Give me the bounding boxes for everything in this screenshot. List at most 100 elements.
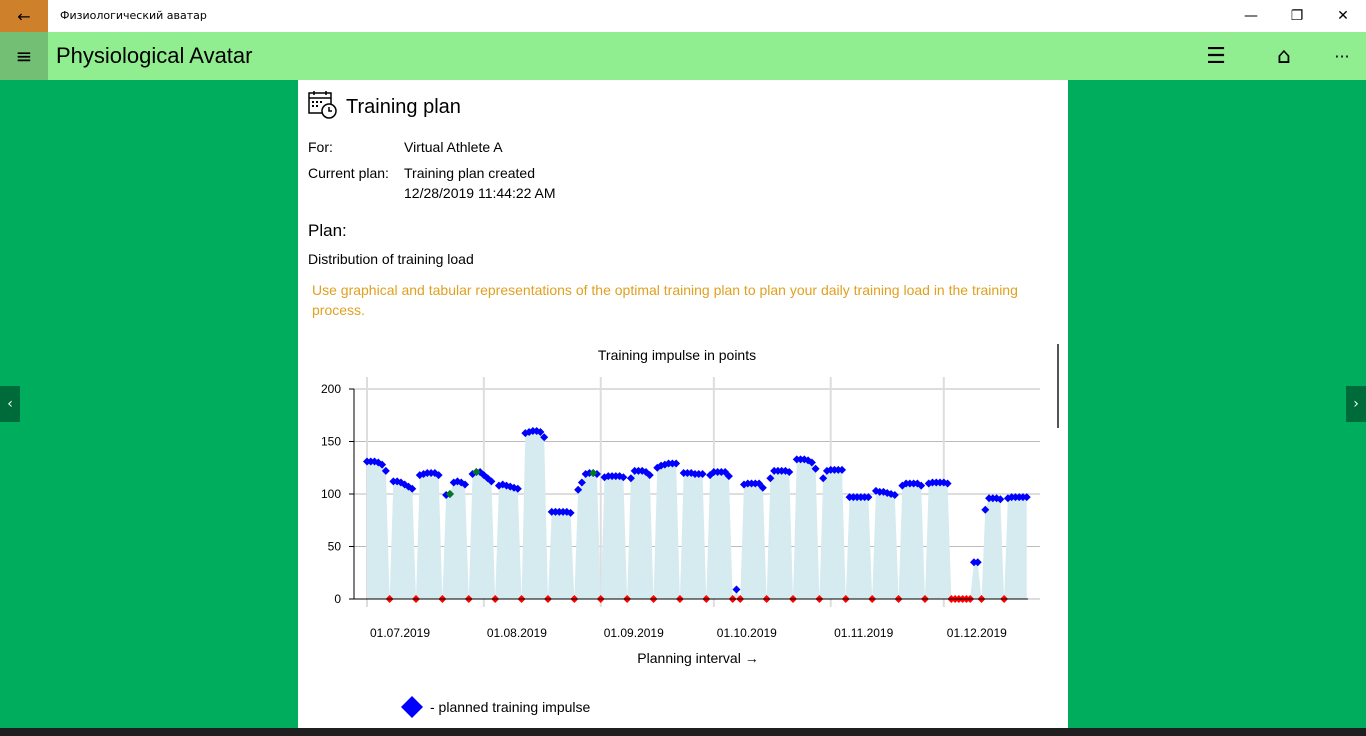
planned-point — [540, 433, 549, 442]
planned-point — [740, 480, 748, 489]
x-tick-label: 01.11.2019 — [834, 626, 893, 640]
restore-button[interactable]: ❐ — [1290, 8, 1304, 24]
planned-point — [996, 495, 1005, 504]
taskbar — [0, 728, 1366, 736]
plan-heading: Plan: — [308, 221, 347, 240]
training-impulse-chart: Training impulse in points 0 50 100 150 200 0… — [321, 347, 1040, 666]
window-title: Физиологический аватар — [60, 9, 207, 22]
x-tick-label: 01.10.2019 — [717, 626, 777, 640]
y-tick-label: 50 — [328, 540, 342, 554]
for-label: For: — [308, 139, 333, 155]
planned-point — [434, 471, 443, 480]
planned-point — [468, 470, 477, 479]
home-icon: ⌂ — [1277, 43, 1291, 69]
planned-point — [378, 460, 387, 469]
current-plan-status: Training plan created — [404, 165, 536, 181]
y-tick-label: 100 — [321, 487, 341, 501]
y-tick-label: 150 — [321, 435, 341, 449]
planned-point — [1022, 493, 1031, 502]
planned-point — [370, 457, 379, 466]
planned-point — [657, 461, 666, 470]
planned-point — [396, 478, 405, 487]
planned-point — [626, 474, 635, 483]
planned-point — [483, 474, 492, 483]
planned-point — [698, 470, 707, 479]
planned-point — [724, 472, 733, 481]
hamburger-menu-button[interactable]: ≡ — [0, 32, 48, 80]
list-button[interactable]: ☰ — [1192, 32, 1240, 80]
current-plan-date: 12/28/2019 11:44:22 AM — [404, 185, 556, 201]
x-tick-label: 01.07.2019 — [370, 626, 430, 640]
planned-point — [811, 464, 820, 473]
planned-point — [381, 466, 390, 475]
planned-point — [566, 508, 575, 517]
actual-point — [472, 467, 481, 476]
planned-point — [574, 485, 583, 494]
page-heading: Training plan — [346, 96, 461, 118]
next-page-button[interactable]: › — [1346, 386, 1366, 422]
planned-point — [506, 482, 515, 491]
calendar-clock-icon — [308, 91, 337, 119]
planned-point — [766, 474, 775, 483]
back-arrow-icon: ← — [17, 6, 31, 26]
y-tick-label: 0 — [334, 592, 341, 606]
distribution-label: Distribution of training load — [308, 251, 474, 267]
planned-point — [510, 483, 519, 492]
y-tick-label: 200 — [321, 382, 341, 396]
planned-point — [943, 479, 952, 488]
more-button[interactable]: ··· — [1318, 32, 1366, 80]
planned-point — [864, 493, 873, 502]
planned-point — [653, 463, 662, 472]
x-tick-label: 01.08.2019 — [487, 626, 547, 640]
planned-point — [494, 481, 503, 490]
planned-point — [487, 477, 496, 486]
actual-point — [445, 490, 454, 498]
close-button[interactable]: ✕ — [1337, 8, 1349, 24]
planned-point — [645, 471, 654, 480]
hint-text: Use graphical and tabular representation… — [312, 282, 1018, 318]
training-plan-panel: Training plan For: Virtual Athlete A Cur… — [298, 80, 1068, 728]
planned-point — [838, 465, 847, 474]
planned-point — [819, 474, 828, 483]
chart-title: Training impulse in points — [598, 347, 756, 363]
more-icon: ··· — [1334, 46, 1350, 66]
planned-point — [807, 458, 816, 467]
planned-point — [785, 467, 794, 476]
window-titlebar: ← Физиологический аватар — ❐ ✕ — [0, 0, 1366, 32]
planned-point — [822, 466, 831, 475]
x-tick-label: 01.09.2019 — [604, 626, 664, 640]
app-bar: ≡ Physiological Avatar ☰ ⌂ ··· — [0, 32, 1366, 80]
planned-point — [619, 473, 628, 482]
x-axis-label: Planning interval → — [637, 650, 758, 666]
planned-point — [981, 505, 990, 514]
minimize-button[interactable]: — — [1244, 8, 1258, 24]
list-icon: ☰ — [1206, 43, 1226, 69]
planned-point — [758, 483, 767, 492]
vertical-scrollbar[interactable] — [1057, 344, 1059, 428]
planned-point — [672, 459, 681, 468]
planned-point — [513, 484, 522, 493]
planned-point — [532, 427, 541, 435]
planned-point — [721, 467, 730, 476]
impulse-area — [367, 431, 1027, 599]
back-button[interactable]: ← — [0, 0, 48, 32]
athlete-name: Virtual Athlete A — [404, 139, 503, 155]
planned-point — [890, 491, 899, 500]
planned-point — [883, 488, 892, 497]
planned-point — [592, 470, 601, 479]
planned-point — [800, 455, 809, 464]
planned-point — [732, 585, 741, 594]
planned-point — [581, 470, 590, 479]
home-button[interactable]: ⌂ — [1260, 32, 1308, 80]
planned-point — [917, 481, 926, 490]
planned-point — [457, 478, 466, 487]
planned-point — [992, 494, 1001, 503]
current-plan-label: Current plan: — [308, 165, 389, 181]
actual-point — [589, 469, 598, 477]
planned-point — [804, 456, 813, 465]
previous-page-button[interactable]: ‹ — [0, 386, 20, 422]
legend-planned-marker — [401, 696, 423, 718]
legend-planned-label: - planned training impulse — [430, 699, 591, 715]
planned-point — [577, 478, 586, 487]
planned-point — [461, 480, 470, 489]
